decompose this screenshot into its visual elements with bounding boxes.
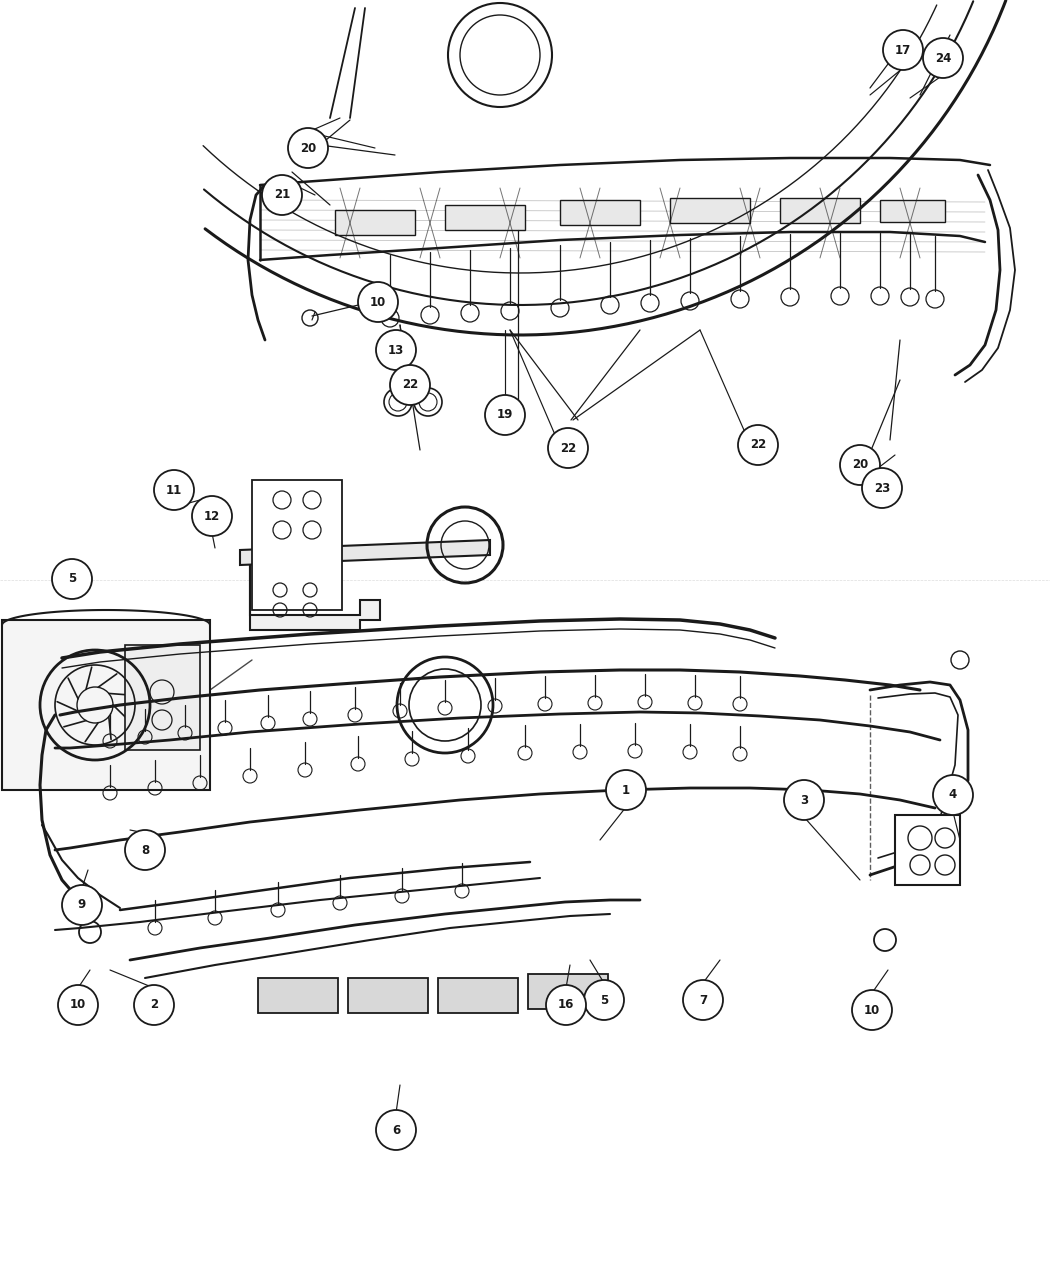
Circle shape — [460, 15, 540, 96]
Circle shape — [376, 330, 416, 370]
Text: 17: 17 — [895, 43, 911, 56]
Bar — [560, 200, 640, 224]
Text: 21: 21 — [274, 189, 290, 201]
Circle shape — [52, 558, 92, 599]
Text: 10: 10 — [70, 998, 86, 1011]
Circle shape — [584, 980, 624, 1020]
Circle shape — [125, 830, 165, 870]
Text: 13: 13 — [387, 343, 404, 357]
Polygon shape — [250, 560, 380, 630]
Text: 7: 7 — [699, 993, 707, 1006]
Circle shape — [62, 885, 102, 924]
Text: 12: 12 — [204, 510, 220, 523]
Bar — [780, 198, 860, 223]
Circle shape — [288, 128, 328, 168]
Circle shape — [933, 775, 973, 815]
Polygon shape — [240, 541, 490, 565]
Text: 24: 24 — [934, 51, 951, 65]
Text: 5: 5 — [600, 993, 608, 1006]
Circle shape — [448, 3, 552, 107]
Bar — [258, 978, 338, 1014]
Circle shape — [376, 1111, 416, 1150]
Bar — [438, 978, 518, 1014]
Text: 10: 10 — [864, 1003, 880, 1016]
Text: 19: 19 — [497, 408, 513, 422]
Bar — [252, 479, 342, 609]
Circle shape — [883, 31, 923, 70]
Circle shape — [606, 770, 646, 810]
Text: 10: 10 — [370, 296, 386, 309]
Bar — [880, 200, 945, 222]
Circle shape — [840, 445, 880, 484]
Bar — [895, 815, 960, 885]
Circle shape — [134, 986, 174, 1025]
Text: 22: 22 — [560, 441, 576, 454]
Text: 6: 6 — [392, 1123, 400, 1136]
Circle shape — [784, 780, 824, 820]
Circle shape — [58, 986, 98, 1025]
Bar — [445, 205, 525, 230]
Text: 20: 20 — [852, 459, 868, 472]
Circle shape — [682, 980, 723, 1020]
Bar — [528, 974, 608, 1009]
Text: 23: 23 — [874, 482, 890, 495]
Bar — [335, 210, 415, 235]
Text: 20: 20 — [300, 142, 316, 154]
Text: 8: 8 — [141, 844, 149, 857]
Circle shape — [862, 468, 902, 507]
Circle shape — [738, 425, 778, 465]
Circle shape — [390, 365, 430, 405]
Circle shape — [485, 395, 525, 435]
Text: 22: 22 — [750, 439, 766, 451]
Bar — [125, 645, 200, 750]
Text: 22: 22 — [402, 379, 418, 391]
Circle shape — [358, 282, 398, 323]
Text: 4: 4 — [949, 788, 958, 802]
Text: 9: 9 — [78, 899, 86, 912]
Circle shape — [923, 38, 963, 78]
Text: 16: 16 — [558, 998, 574, 1011]
Circle shape — [548, 428, 588, 468]
Circle shape — [262, 175, 302, 215]
Bar — [348, 978, 428, 1014]
Text: 1: 1 — [622, 784, 630, 797]
Bar — [670, 198, 750, 223]
Circle shape — [192, 496, 232, 536]
Circle shape — [546, 986, 586, 1025]
Text: 11: 11 — [166, 483, 182, 496]
Text: 5: 5 — [68, 572, 76, 585]
Circle shape — [154, 470, 194, 510]
Text: 3: 3 — [800, 793, 808, 807]
Circle shape — [852, 989, 892, 1030]
Text: 2: 2 — [150, 998, 159, 1011]
Polygon shape — [2, 620, 210, 790]
